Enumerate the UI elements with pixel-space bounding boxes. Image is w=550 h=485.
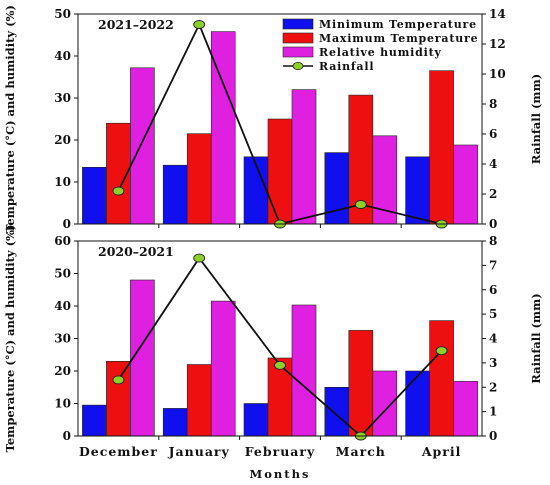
panel-title: 2020–2021 xyxy=(98,244,174,259)
category-label-march: March xyxy=(336,444,386,459)
legend-marker-rainfall xyxy=(292,62,304,71)
bar-minimum-temperature-february xyxy=(243,403,269,437)
y2-tick-label: 0 xyxy=(489,429,497,443)
category-label-february: February xyxy=(245,444,316,459)
plot-frame xyxy=(77,13,483,225)
y2-tick-label: 3 xyxy=(489,356,497,370)
y-tick-label: 20 xyxy=(54,364,71,378)
y2-tick-label: 10 xyxy=(489,67,506,81)
legend-label: Maximum Temperature xyxy=(319,32,478,45)
y2-tick-label: 6 xyxy=(489,127,497,141)
bar-minimum-temperature-january xyxy=(162,408,188,437)
bar-maximum-temperature-february xyxy=(267,357,293,437)
y-tick-label: 30 xyxy=(54,91,71,105)
bar-maximum-temperature-december xyxy=(106,360,131,437)
legend-swatch-maximum-temperature xyxy=(282,32,314,44)
chart-panel-1: 0 10 20 30 40 50 0 2 4 6 8 10 12 14 2021–2022 Temperatu… xyxy=(3,5,543,233)
y2-tick-label: 2 xyxy=(489,380,497,394)
category-label-january: January xyxy=(168,444,230,459)
rainfall-point-february xyxy=(274,360,286,370)
bar-relative-humidity-february xyxy=(291,89,317,225)
bar-relative-humidity-december xyxy=(130,279,155,437)
bar-minimum-temperature-january xyxy=(162,164,188,225)
rainfall-point-march xyxy=(354,200,367,209)
bar-maximum-temperature-january xyxy=(186,364,212,437)
y-tick-label: 10 xyxy=(54,397,71,411)
bar-maximum-temperature-april xyxy=(429,320,454,437)
y-axis-title: Temperature (°C) and humidity (%) xyxy=(3,225,17,453)
y-tick-label: 20 xyxy=(54,133,71,147)
y2-axis-title: Rainfall (mm) xyxy=(529,293,543,383)
y-axis-title: Temperature (°C) and humidity (%) xyxy=(3,5,17,233)
bar-minimum-temperature-april xyxy=(405,156,430,225)
bar-maximum-temperature-january xyxy=(186,133,212,225)
chart-panel-2: 0 10 20 30 40 50 60 0 1 2 3 4 5 6 7 8 2020–2021 Temperatu… xyxy=(3,225,543,459)
legend-label: Rainfall xyxy=(319,60,374,73)
y2-tick-label: 6 xyxy=(489,283,497,297)
legend-swatch-minimum-temperature xyxy=(282,18,314,30)
y-tick-label: 60 xyxy=(54,234,71,248)
bar-relative-humidity-january xyxy=(210,300,236,437)
y-tick-label: 0 xyxy=(63,217,71,231)
legend-label: Relative humidity xyxy=(319,46,442,59)
y2-tick-label: 7 xyxy=(489,258,497,272)
category-label-december: December xyxy=(79,444,158,459)
bar-relative-humidity-february xyxy=(291,304,317,437)
bar-relative-humidity-january xyxy=(210,31,236,225)
rainfall-point-january xyxy=(193,20,206,29)
legend-swatch-relative-humidity xyxy=(282,46,314,58)
panel-title: 2021–2022 xyxy=(98,17,174,32)
y2-tick-label: 2 xyxy=(489,187,497,201)
bar-maximum-temperature-march xyxy=(348,94,374,225)
y-tick-label: 30 xyxy=(54,332,71,346)
bar-relative-humidity-april xyxy=(453,144,478,225)
y2-tick-label: 8 xyxy=(489,97,497,111)
y-tick-label: 50 xyxy=(54,267,71,281)
y-tick-label: 40 xyxy=(54,49,71,63)
y2-tick-label: 5 xyxy=(489,307,497,321)
y-tick-label: 10 xyxy=(54,175,71,189)
rainfall-point-april xyxy=(435,346,448,356)
bar-minimum-temperature-april xyxy=(405,370,430,437)
bar-minimum-temperature-march xyxy=(324,152,350,225)
y2-tick-label: 4 xyxy=(489,332,497,346)
y2-tick-label: 1 xyxy=(489,405,497,419)
bar-minimum-temperature-december xyxy=(82,167,107,225)
bar-relative-humidity-december xyxy=(130,67,155,225)
bar-maximum-temperature-april xyxy=(429,70,454,225)
bar-relative-humidity-april xyxy=(453,381,478,437)
y-tick-label: 50 xyxy=(54,7,71,21)
legend-label: Minimum Temperature xyxy=(319,18,477,31)
y2-tick-label: 8 xyxy=(489,234,497,248)
rainfall-point-december xyxy=(112,186,125,196)
y-tick-label: 0 xyxy=(63,429,71,443)
bar-maximum-temperature-february xyxy=(267,118,293,225)
rainfall-point-december xyxy=(112,375,125,385)
y-tick-label: 40 xyxy=(54,299,71,313)
bar-relative-humidity-march xyxy=(372,370,398,437)
category-label-april: April xyxy=(421,444,462,459)
bar-minimum-temperature-february xyxy=(243,156,269,225)
bar-maximum-temperature-march xyxy=(348,330,374,437)
bar-minimum-temperature-march xyxy=(324,386,350,437)
y2-tick-label: 4 xyxy=(489,157,497,171)
y2-tick-label: 0 xyxy=(489,217,497,231)
y2-axis-title: Rainfall (mm) xyxy=(529,74,543,164)
bar-relative-humidity-march xyxy=(372,135,398,225)
y2-tick-label: 14 xyxy=(489,7,506,21)
x-axis-title: Months xyxy=(250,467,311,481)
bar-minimum-temperature-december xyxy=(82,404,107,437)
rainfall-point-january xyxy=(193,253,206,263)
y2-tick-label: 12 xyxy=(489,37,506,51)
